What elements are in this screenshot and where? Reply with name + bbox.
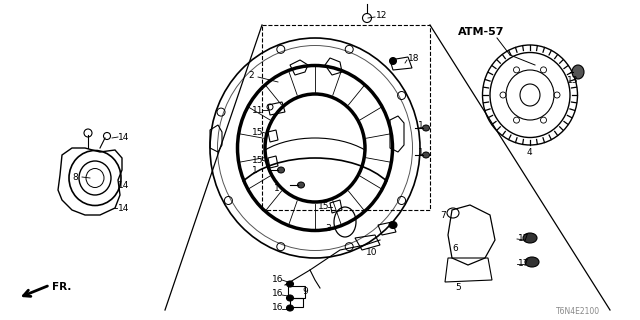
Ellipse shape [389, 221, 397, 228]
Text: 10: 10 [366, 247, 378, 257]
Ellipse shape [422, 152, 429, 158]
Text: FR.: FR. [52, 282, 72, 292]
Ellipse shape [287, 295, 294, 301]
Ellipse shape [298, 182, 305, 188]
Ellipse shape [422, 125, 429, 131]
Ellipse shape [572, 65, 584, 79]
Text: 15: 15 [252, 156, 264, 164]
Text: 7: 7 [440, 211, 445, 220]
Text: 5: 5 [455, 283, 461, 292]
Text: 1: 1 [274, 183, 280, 193]
Text: 16: 16 [272, 290, 284, 299]
Text: 15: 15 [318, 202, 330, 211]
Text: 14: 14 [118, 204, 129, 212]
Ellipse shape [287, 305, 294, 311]
Text: 16: 16 [272, 303, 284, 313]
Text: 9: 9 [302, 287, 308, 297]
Ellipse shape [278, 167, 285, 173]
Ellipse shape [287, 281, 294, 287]
Text: 16: 16 [272, 275, 284, 284]
Text: 15: 15 [252, 127, 264, 137]
Text: 14: 14 [118, 180, 129, 189]
Text: ATM-57: ATM-57 [458, 27, 504, 37]
Ellipse shape [390, 58, 397, 65]
Text: 6: 6 [452, 244, 458, 252]
Text: 3: 3 [325, 223, 331, 233]
Ellipse shape [525, 257, 539, 267]
Text: 18: 18 [408, 53, 419, 62]
Ellipse shape [523, 233, 537, 243]
Text: 2: 2 [248, 70, 253, 79]
Text: 1: 1 [418, 121, 424, 130]
Text: 13: 13 [567, 76, 579, 84]
Text: 1: 1 [418, 148, 424, 156]
Text: T6N4E2100: T6N4E2100 [556, 308, 600, 316]
Text: 17: 17 [518, 234, 529, 243]
Text: 14: 14 [118, 132, 129, 141]
Text: 17: 17 [518, 259, 529, 268]
Text: 8: 8 [72, 172, 77, 181]
Text: 1: 1 [252, 165, 258, 174]
Text: 12: 12 [376, 11, 387, 20]
Text: 11: 11 [252, 106, 264, 115]
Text: 4: 4 [527, 148, 532, 156]
